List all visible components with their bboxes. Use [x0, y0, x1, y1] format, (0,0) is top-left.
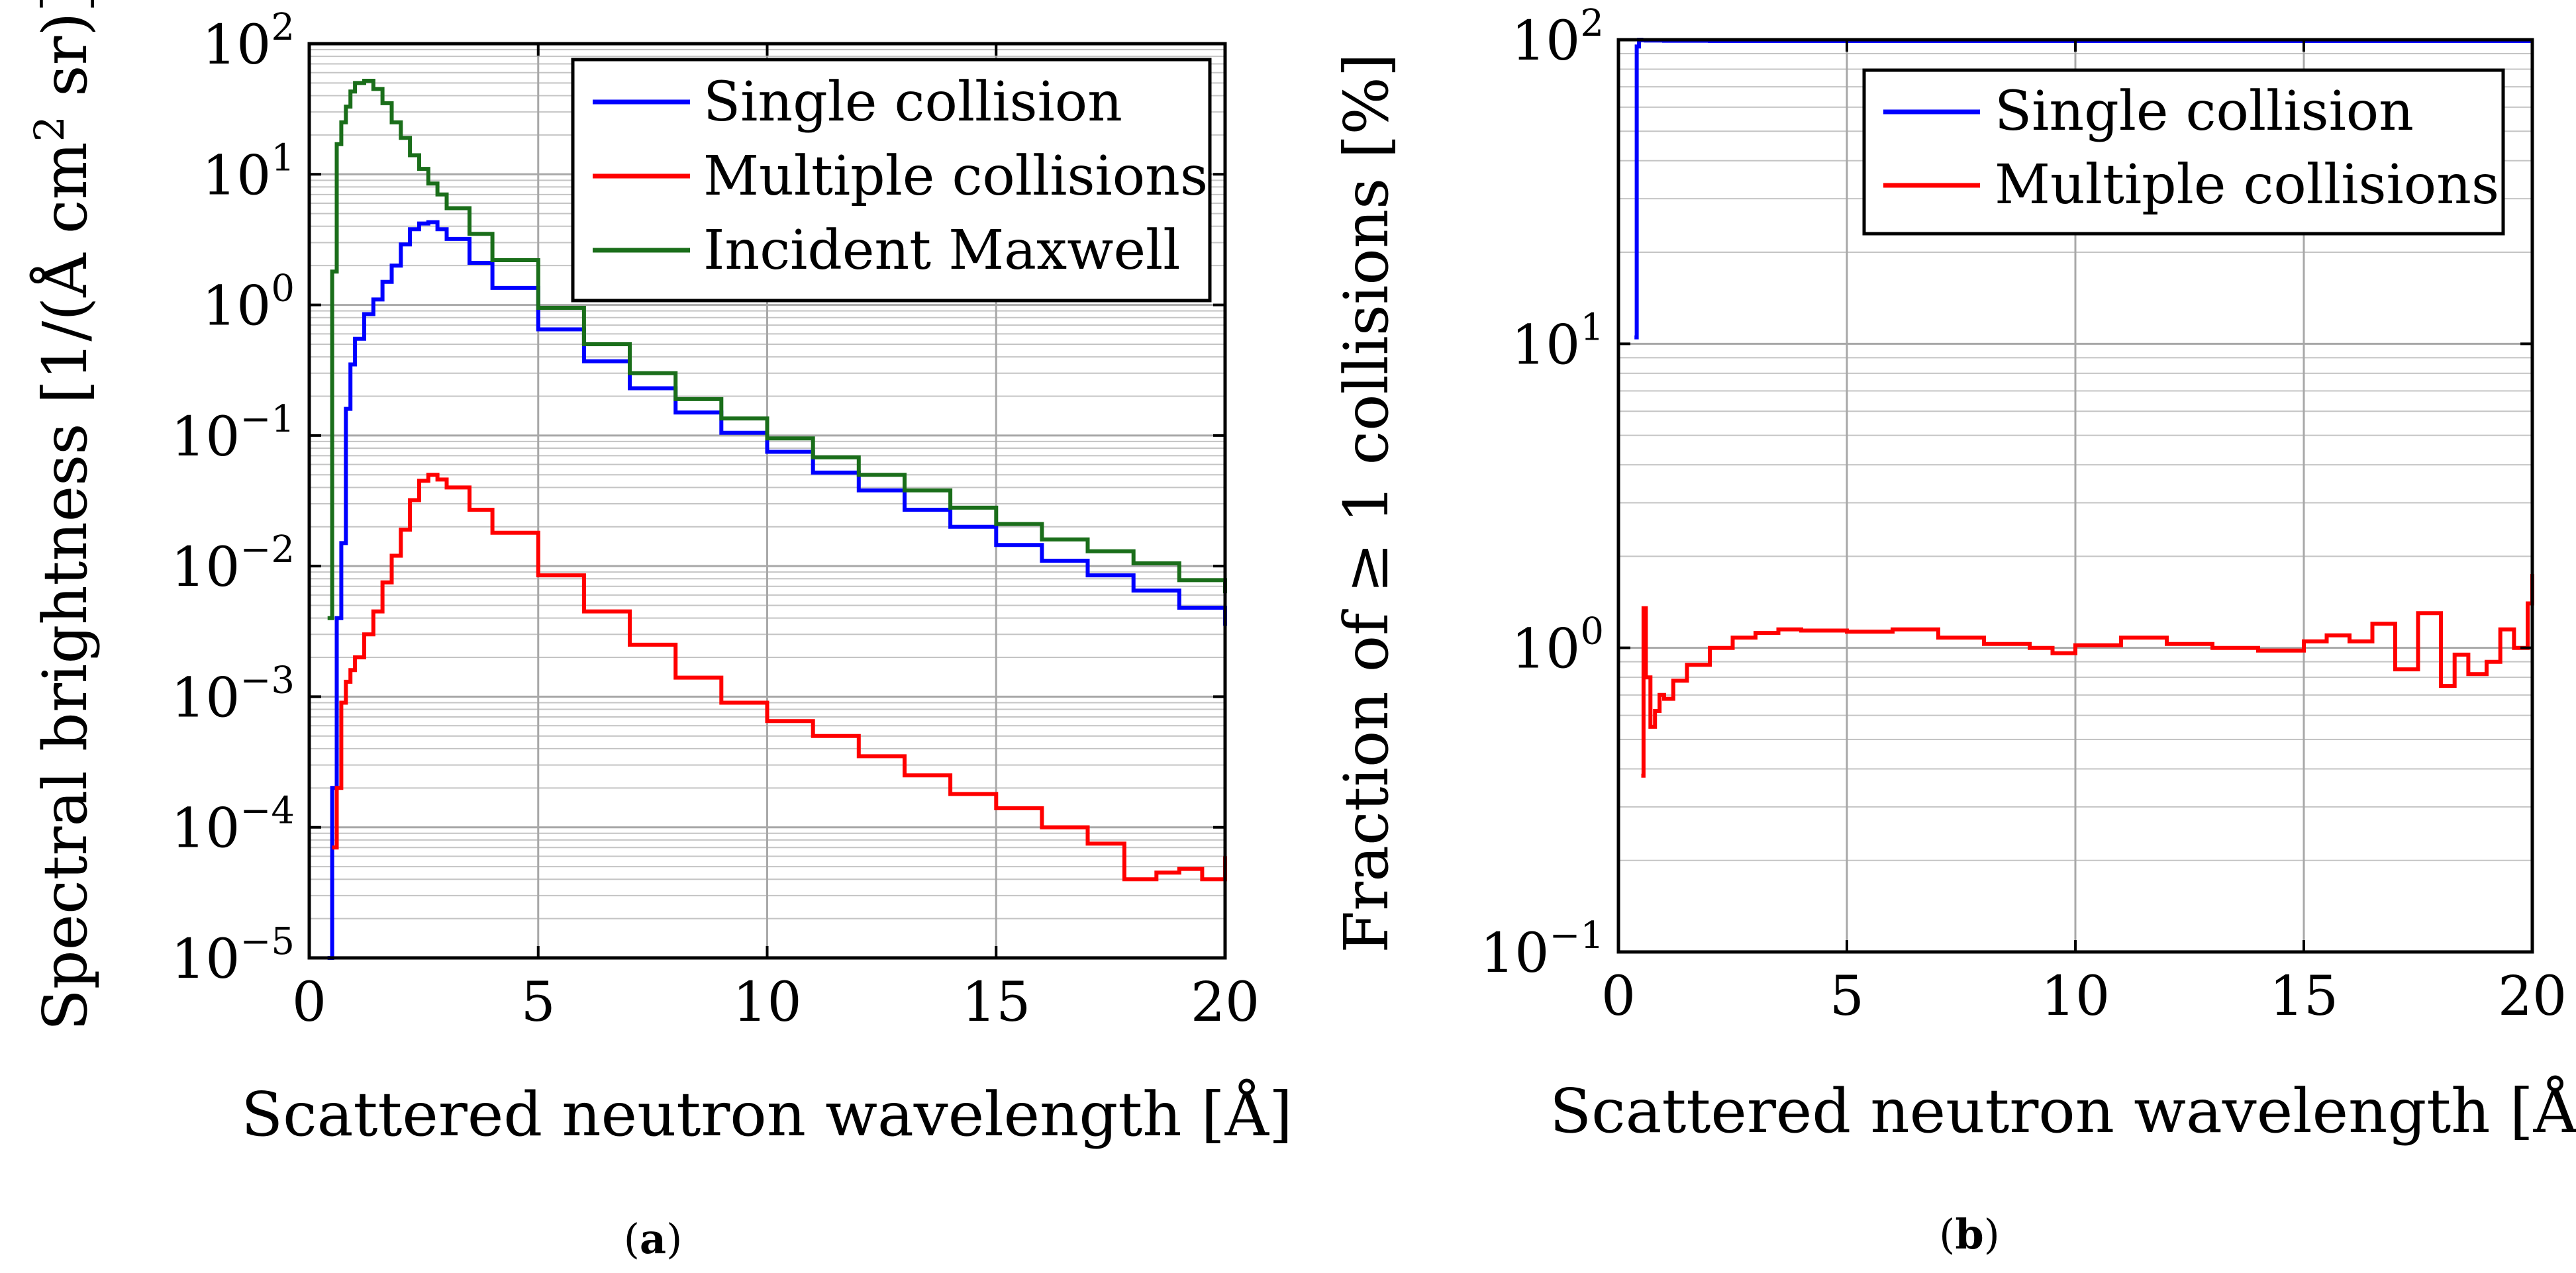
chart-b-x-tick-label-0: 0	[1601, 965, 1636, 1028]
caption-a: (a)	[624, 1215, 683, 1263]
chart-b-x-tick-label-1: 5	[1830, 965, 1864, 1028]
chart-b-legend-box	[1862, 68, 2505, 236]
chart-a-y-tick-label-0: 10−5	[171, 920, 295, 991]
chart-a-x-tick-label-1: 5	[521, 971, 556, 1034]
chart-a-x-tick-label-4: 20	[1191, 971, 1260, 1034]
chart-b-x-ticks: 0 5 10 15 20	[1601, 40, 2567, 1028]
chart-a-y-ticks: 10−5 10−4 10−3 10−2 10−1 100 101 102	[171, 6, 1225, 991]
chart-b-x-tick-label-4: 20	[2498, 965, 2567, 1028]
chart-b-y-tick-label-2: 101	[1511, 306, 1604, 377]
chart-a-series-2-line	[327, 79, 1227, 620]
chart-b-series-1-line	[1641, 574, 2534, 778]
chart-a-series-1-line	[332, 473, 1227, 882]
chart-b: 0 5 10 15 20 10−1 100 101 102 Scattered neutron…	[1331, 2, 2576, 1147]
chart-a-y-tick-label-4: 10−1	[171, 398, 295, 469]
chart-b-x-label: Scattered neutron wavelength [Å]	[1550, 1075, 2576, 1147]
chart-b-y-label: Fraction of ≥ 1 collisions [%]	[1331, 53, 1402, 953]
chart-a-y-tick-label-6: 101	[202, 136, 295, 207]
chart-a-legend-label-1: Multiple collisions	[703, 145, 1208, 208]
chart-a-y-tick-label-1: 10−4	[171, 790, 295, 861]
chart-b-legend: Single collision Multiple collisions	[1862, 68, 2505, 236]
chart-a-legend: Single collision Multiple collisions Inc…	[571, 58, 1212, 303]
chart-a-x-ticks: 0 5 10 15 20	[292, 44, 1260, 1034]
chart-b-y-tick-label-3: 102	[1511, 2, 1604, 73]
chart-b-y-tick-label-0: 10−1	[1480, 914, 1604, 985]
chart-a-y-tick-label-3: 10−2	[171, 528, 295, 599]
chart-b-y-tick-label-1: 100	[1511, 610, 1604, 681]
chart-b-legend-label-0: Single collision	[1995, 80, 2414, 143]
chart-a-series-0-line	[327, 220, 1227, 960]
chart-a: 0 5 10 15 20 10−5 10−4 10−3 10−2 10−1 100 101 102 S…	[25, 0, 1293, 1150]
chart-a-y-label: Spectral brightness [1/(Å cm2 sr)]	[25, 0, 101, 1031]
caption-b: (b)	[1939, 1210, 2000, 1258]
chart-a-legend-label-2: Incident Maxwell	[703, 219, 1180, 282]
chart-a-x-tick-label-3: 15	[962, 971, 1030, 1034]
chart-a-legend-label-0: Single collision	[703, 71, 1122, 134]
chart-b-y-ticks: 10−1 100 101 102	[1480, 2, 2532, 985]
chart-a-y-tick-label-7: 102	[202, 6, 295, 77]
chart-b-x-tick-label-2: 10	[2041, 965, 2110, 1028]
chart-b-legend-label-1: Multiple collisions	[1995, 154, 2499, 216]
chart-a-y-tick-label-5: 100	[202, 267, 295, 338]
chart-a-x-tick-label-2: 10	[732, 971, 801, 1034]
chart-a-y-tick-label-2: 10−3	[171, 659, 295, 730]
chart-a-series-group	[327, 79, 1227, 960]
chart-b-x-tick-label-3: 15	[2269, 965, 2338, 1028]
chart-a-x-label: Scattered neutron wavelength [Å]	[241, 1078, 1293, 1150]
chart-a-x-tick-label-0: 0	[292, 971, 326, 1034]
